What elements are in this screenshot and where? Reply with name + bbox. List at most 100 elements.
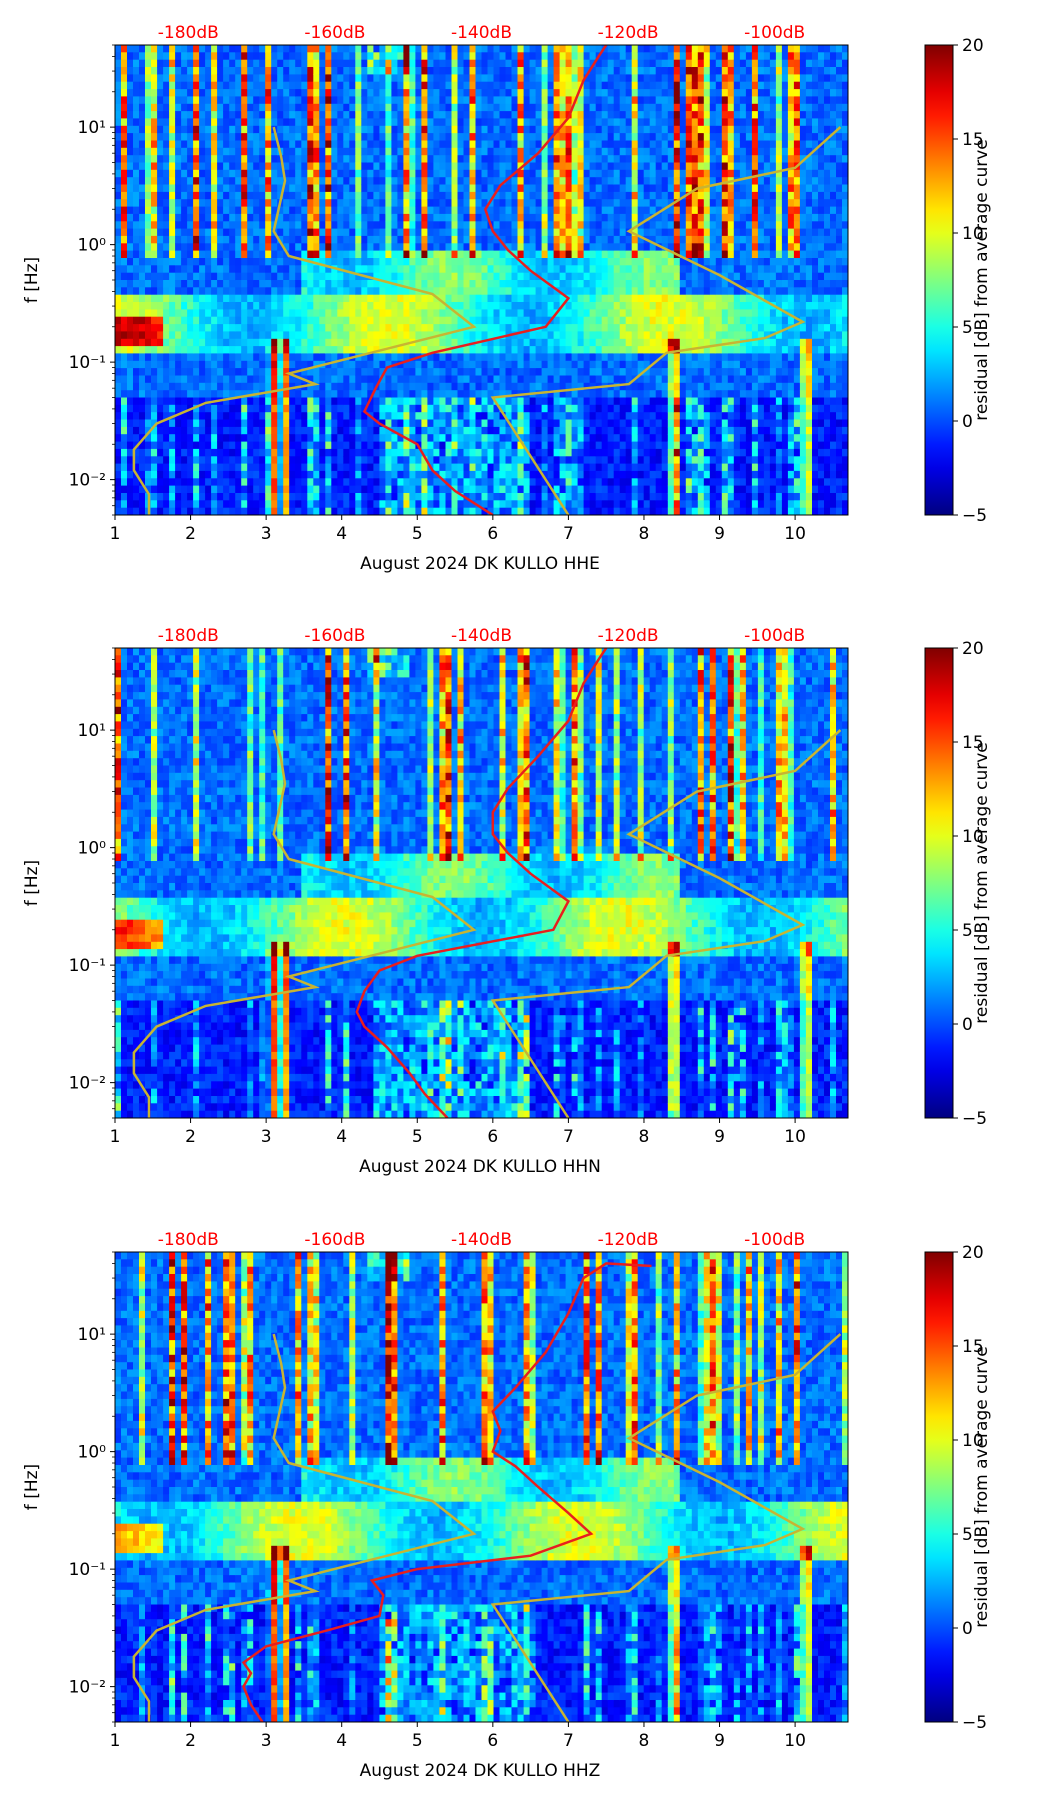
heatmap-cell xyxy=(451,426,459,435)
heatmap-cell xyxy=(559,448,567,457)
heatmap-cell xyxy=(445,368,453,376)
heatmap-cell xyxy=(517,287,525,296)
heatmap-cell xyxy=(259,346,266,354)
heatmap-cell xyxy=(547,346,555,354)
heatmap-cell xyxy=(457,324,465,332)
heatmap-cell xyxy=(547,272,555,281)
heatmap-cell xyxy=(511,147,519,156)
heatmap-cell xyxy=(121,404,128,413)
heatmap-cell xyxy=(169,169,176,178)
heatmap-cell xyxy=(475,470,483,479)
heatmap-cell xyxy=(487,390,495,399)
heatmap-cell xyxy=(577,169,585,178)
heatmap-cell xyxy=(457,81,465,90)
heatmap-cell xyxy=(175,162,182,171)
heatmap-cell xyxy=(577,228,585,237)
heatmap-cell xyxy=(577,235,585,244)
heatmap-cell xyxy=(421,441,428,450)
heatmap-cell xyxy=(409,111,416,119)
heatmap-cell xyxy=(181,412,188,421)
heatmap-cell xyxy=(493,463,501,472)
heatmap-cell xyxy=(487,507,495,515)
heatmap-cell xyxy=(499,89,507,97)
heatmap-cell xyxy=(187,493,194,501)
heatmap-cell xyxy=(211,177,218,186)
heatmap-cell xyxy=(409,316,416,325)
heatmap-cell xyxy=(577,302,585,310)
heatmap-cell xyxy=(151,478,158,487)
heatmap-cell xyxy=(481,184,489,193)
heatmap-cell xyxy=(127,125,134,134)
heatmap-cell xyxy=(559,272,567,281)
heatmap-cell xyxy=(463,74,471,83)
heatmap-cell xyxy=(421,74,428,83)
heatmap-cell xyxy=(283,162,290,171)
heatmap-cell xyxy=(205,360,212,369)
heatmap-cell xyxy=(577,397,585,406)
heatmap-cell xyxy=(169,125,176,134)
heatmap-cell xyxy=(547,434,555,443)
heatmap-cell xyxy=(139,243,146,252)
heatmap-cell xyxy=(577,118,585,127)
heatmap-cell xyxy=(457,228,465,237)
heatmap-cell xyxy=(295,111,302,119)
heatmap-cell xyxy=(301,434,308,443)
heatmap-cell xyxy=(301,111,308,119)
heatmap-cell xyxy=(241,133,248,141)
heatmap-cell xyxy=(163,191,170,200)
heatmap-cell xyxy=(205,191,212,200)
heatmap-cell xyxy=(217,184,224,193)
heatmap-cell xyxy=(451,177,459,186)
heatmap-cell xyxy=(211,426,218,435)
heatmap-cell xyxy=(415,74,422,83)
heatmap-cell xyxy=(157,140,164,149)
heatmap-cell xyxy=(133,118,140,127)
heatmap-cell xyxy=(361,184,368,193)
heatmap-cell xyxy=(307,155,314,164)
heatmap-cell xyxy=(565,81,573,90)
heatmap-cell xyxy=(325,441,332,450)
heatmap-cell xyxy=(361,96,368,105)
heatmap-cell xyxy=(343,177,350,186)
heatmap-cell xyxy=(307,470,314,479)
heatmap-cell xyxy=(181,125,188,134)
heatmap-cell xyxy=(571,434,579,443)
heatmap-cell xyxy=(343,111,350,119)
heatmap-cell xyxy=(457,213,465,222)
heatmap-cell xyxy=(319,162,326,171)
heatmap-cell xyxy=(463,59,471,68)
heatmap-cell xyxy=(265,287,272,296)
heatmap-cell xyxy=(295,147,302,156)
heatmap-cell xyxy=(241,382,248,391)
heatmap-cell xyxy=(145,213,152,222)
heatmap-cell xyxy=(409,478,416,487)
heatmap-cell xyxy=(259,507,266,515)
heatmap-cell xyxy=(211,45,218,53)
heatmap-cell xyxy=(319,155,326,164)
heatmap-cell xyxy=(283,258,290,266)
heatmap-cell xyxy=(433,250,440,259)
heatmap-cell xyxy=(313,316,320,325)
heatmap-cell xyxy=(487,404,495,413)
heatmap-cell xyxy=(475,280,483,288)
heatmap-cell xyxy=(469,96,477,105)
heatmap-cell xyxy=(463,162,471,171)
heatmap-cell xyxy=(451,294,459,303)
heatmap-cell xyxy=(127,52,134,61)
heatmap-cell xyxy=(511,140,519,149)
heatmap-cell xyxy=(235,235,242,244)
heatmap-cell xyxy=(181,507,188,515)
heatmap-cell xyxy=(415,258,422,266)
heatmap-cell xyxy=(337,206,344,215)
heatmap-cell xyxy=(391,353,398,362)
heatmap-cell xyxy=(577,470,585,479)
heatmap-cell xyxy=(529,96,537,105)
heatmap-cell xyxy=(553,485,561,494)
heatmap-cell xyxy=(403,125,410,134)
heatmap-cell xyxy=(559,360,567,369)
heatmap-cell xyxy=(505,162,513,171)
heatmap-cell xyxy=(319,250,326,259)
heatmap-cell xyxy=(301,463,308,472)
heatmap-cell xyxy=(565,147,573,156)
heatmap-cell xyxy=(523,470,531,479)
